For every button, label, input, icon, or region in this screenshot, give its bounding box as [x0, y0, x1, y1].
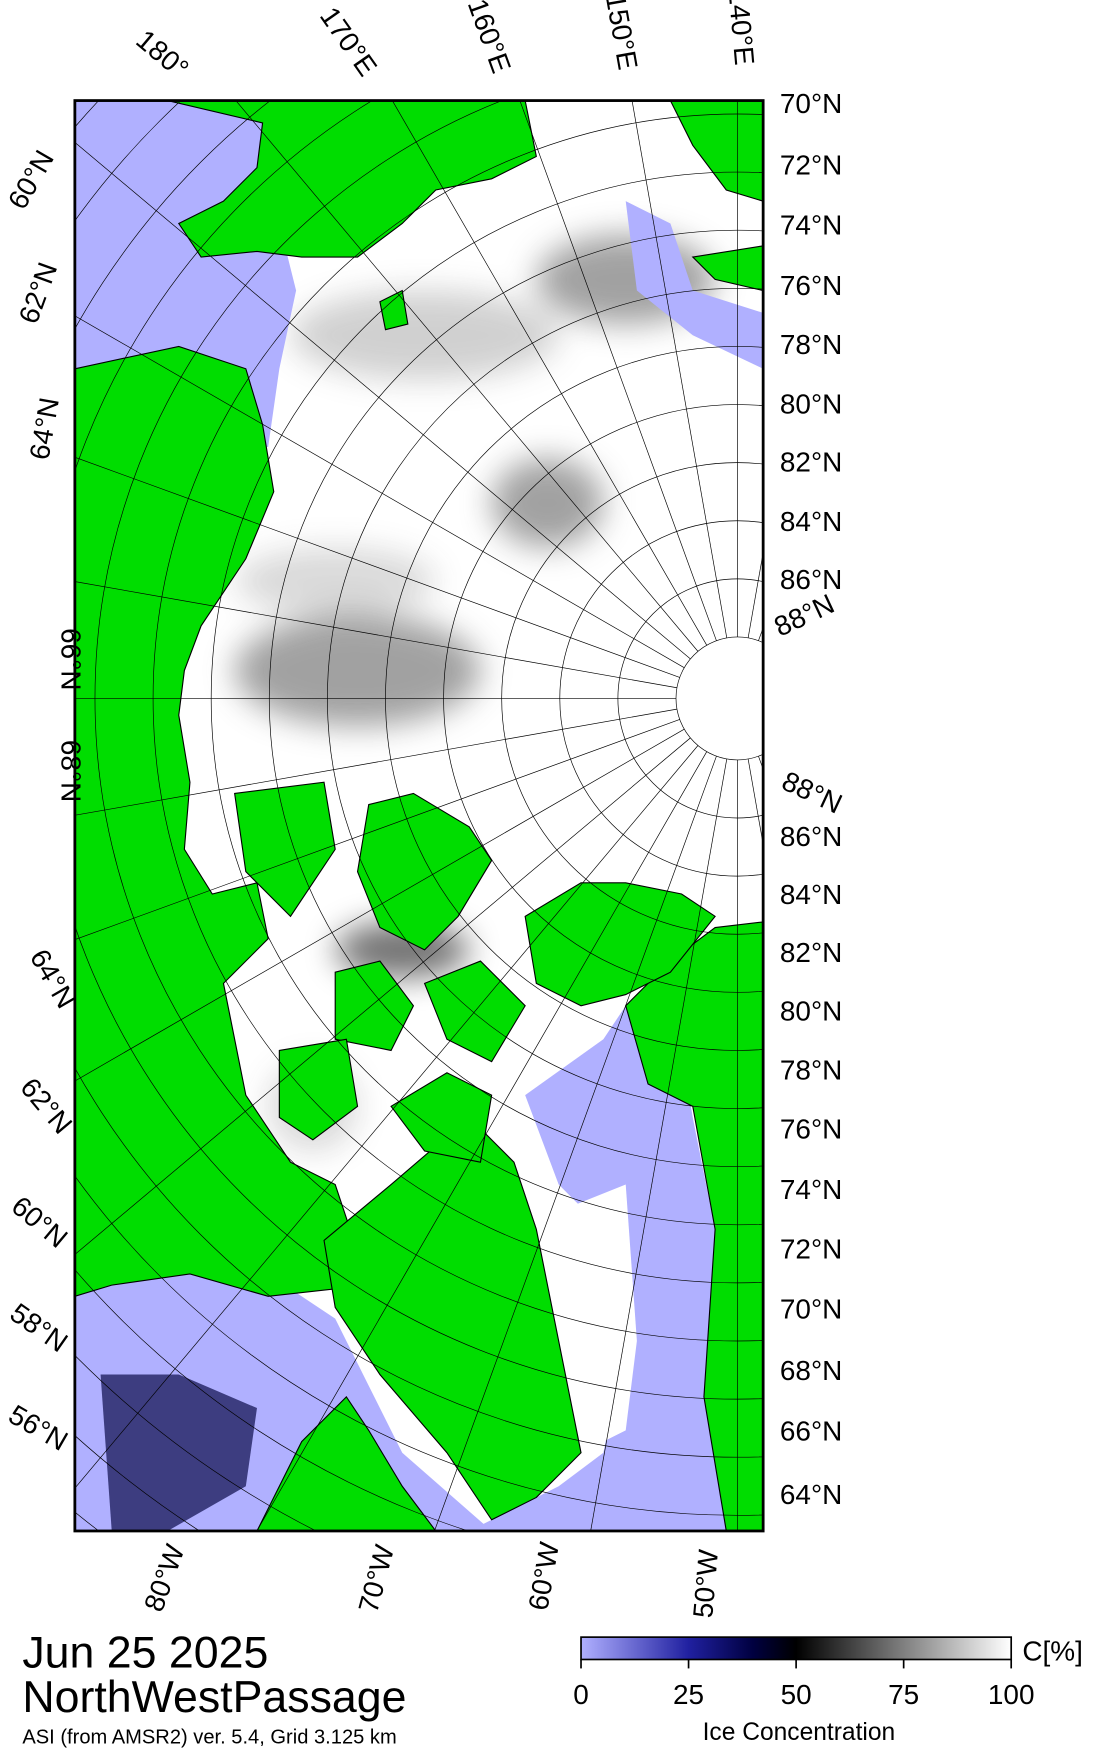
meridian — [74, 719, 680, 940]
right-label: 70°N — [780, 88, 842, 119]
meridian — [74, 581, 677, 689]
right-label: 72°N — [780, 1233, 842, 1264]
map-frame — [73, 99, 765, 1533]
right-label: 66°N — [780, 1415, 842, 1446]
bottom-label: 60°W — [523, 1539, 566, 1613]
right-label: 70°N — [780, 1294, 842, 1325]
left-label: 68°N — [55, 740, 86, 802]
right-label: 86°N — [780, 564, 842, 595]
meridian — [74, 141, 691, 660]
bottom-label: 80°W — [138, 1540, 191, 1616]
right-label: 74°N — [780, 1174, 842, 1205]
meridian — [74, 708, 677, 816]
meridian — [519, 100, 717, 641]
right-label: 76°N — [780, 270, 842, 301]
right-label: 72°N — [780, 149, 842, 180]
right-label: 74°N — [780, 210, 842, 241]
colorbar-tick-label: 0 — [573, 1679, 589, 1710]
left-label: 58°N — [5, 1297, 74, 1358]
top-label: 140°E — [723, 0, 761, 67]
left-label: 62°N — [14, 1072, 78, 1140]
meridian — [74, 745, 699, 1489]
hudson-ice — [100, 1374, 257, 1531]
right-label: 64°N — [780, 1479, 842, 1510]
meridian — [256, 751, 708, 1531]
right-label: 82°N — [780, 447, 842, 478]
right-label: 68°N — [780, 1355, 842, 1386]
meridian — [798, 504, 1095, 687]
bottom-label: 70°W — [352, 1541, 400, 1616]
left-label: 62°N — [13, 258, 63, 327]
top-label: 160°E — [462, 0, 517, 77]
colorbar-tick-label: 50 — [781, 1679, 812, 1710]
left-label: 60°N — [6, 1190, 74, 1254]
colorbar-label: Ice Concentration — [703, 1719, 896, 1746]
meridian — [74, 737, 691, 1255]
left-label: 56°N — [4, 1399, 74, 1457]
meridian — [74, 315, 685, 668]
land — [74, 100, 764, 1531]
colorbar — [580, 1636, 1013, 1661]
meridian — [590, 758, 728, 1531]
right-label: 78°N — [780, 329, 842, 360]
top-label: 180° — [130, 24, 194, 85]
right-label: 80°N — [780, 388, 842, 419]
baffin-ice — [558, 1184, 637, 1453]
left-label: 64°N — [24, 944, 82, 1014]
region: NorthWestPassage — [22, 1673, 406, 1722]
meridian — [795, 316, 1095, 677]
right-label: 88°N — [777, 765, 847, 819]
right-label: 84°N — [780, 879, 842, 910]
colorbar-tick-label: 100 — [988, 1679, 1035, 1710]
meridian — [391, 100, 708, 646]
meridian — [74, 456, 680, 678]
meridian — [74, 728, 685, 1082]
left-label: 60°N — [2, 145, 60, 215]
source: ASI (from AMSR2) ver. 5.4, Grid 3.125 km — [22, 1726, 396, 1748]
left-label: 66°N — [55, 628, 86, 690]
right-label: 88°N — [769, 588, 839, 642]
top-label: 150°E — [600, 0, 644, 72]
right-label: 82°N — [780, 937, 842, 968]
date: Jun 25 2025 — [22, 1628, 268, 1677]
colorbar-tick-label: 25 — [673, 1679, 704, 1710]
bottom-label: 50°W — [687, 1548, 724, 1620]
right-label: 84°N — [780, 506, 842, 537]
right-label: 80°N — [780, 995, 842, 1026]
right-label: 86°N — [780, 821, 842, 852]
right-label: 78°N — [780, 1055, 842, 1086]
colorbar-unit: C[%] — [1022, 1636, 1083, 1667]
right-label: 76°N — [780, 1114, 842, 1145]
left-label: 64°N — [24, 395, 65, 462]
colorbar-tick-label: 75 — [888, 1679, 919, 1710]
meridian — [434, 756, 717, 1531]
top-label: 170°E — [314, 1, 383, 81]
meridian — [235, 100, 699, 652]
meridian — [631, 100, 728, 638]
